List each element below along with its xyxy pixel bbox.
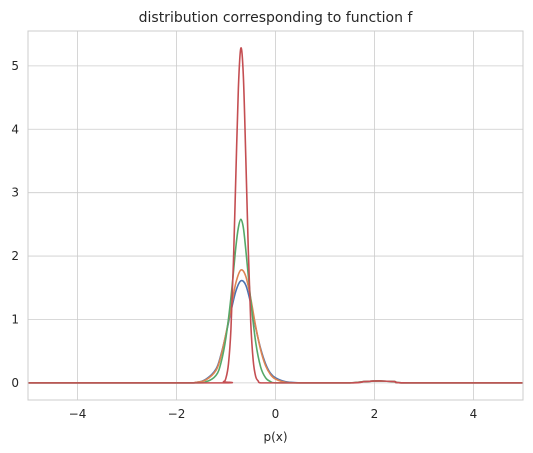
y-tick-label: 3 — [11, 186, 19, 200]
x-axis-title: p(x) — [263, 430, 287, 444]
y-tick-label: 4 — [11, 122, 19, 136]
series-lines — [28, 47, 523, 384]
y-tick-label: 5 — [11, 59, 19, 73]
plot-frame — [27, 30, 524, 401]
x-tick-label: 0 — [272, 407, 280, 421]
chart-title: distribution corresponding to function f — [139, 10, 414, 26]
x-tick-label: −2 — [168, 407, 186, 421]
tick-labels: −4 −2 0 2 4 0 1 2 3 4 5 — [11, 59, 477, 421]
y-tick-label: 1 — [11, 312, 19, 326]
x-tick-label: −4 — [69, 407, 87, 421]
x-tick-label: 4 — [470, 407, 478, 421]
x-tick-label: 2 — [371, 407, 379, 421]
series-line-4 — [28, 47, 523, 384]
y-tick-label: 0 — [11, 376, 19, 390]
y-tick-label: 2 — [11, 249, 19, 263]
grid — [28, 31, 523, 400]
